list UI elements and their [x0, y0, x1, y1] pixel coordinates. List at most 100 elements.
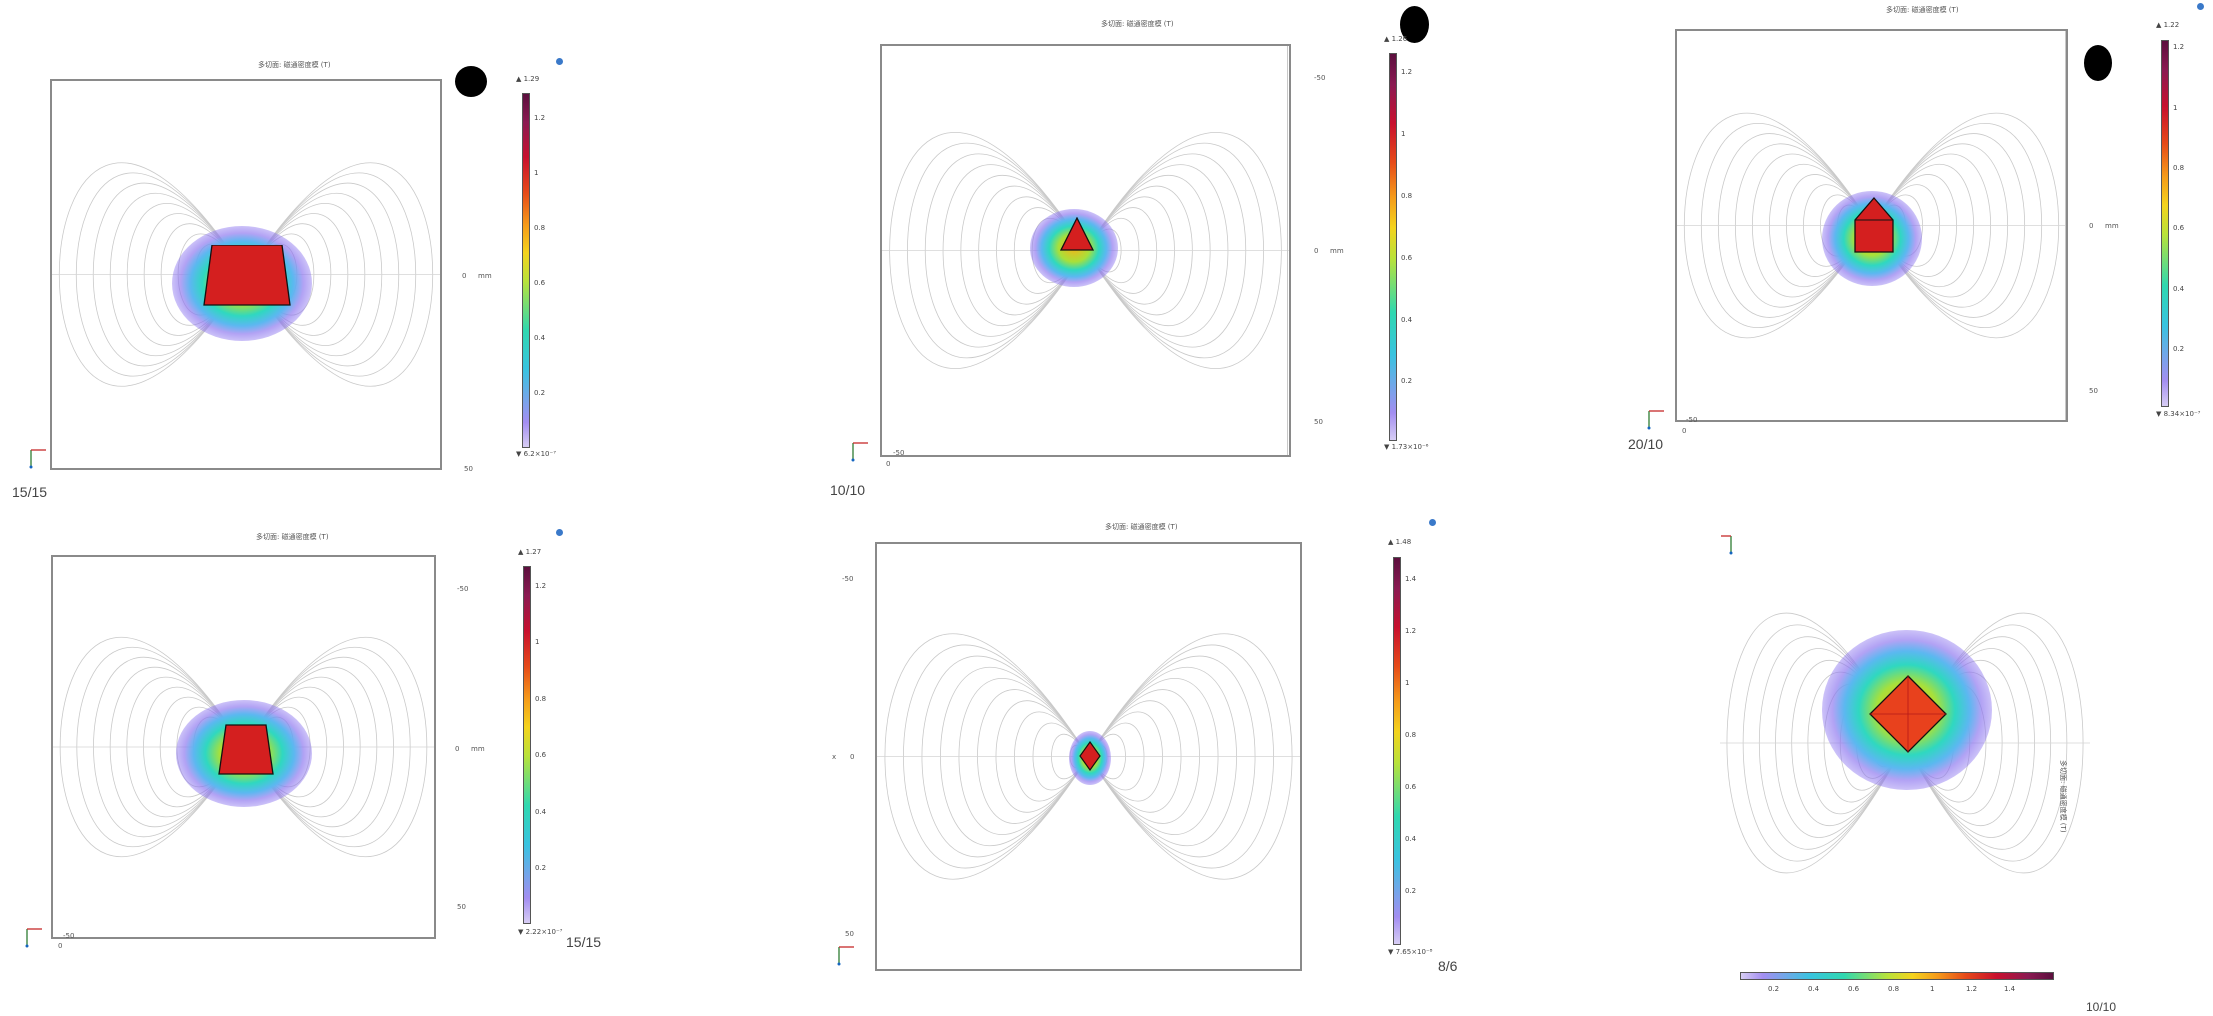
panel-caption: 10/10 — [830, 482, 866, 498]
colorbar-tick: 0.4 — [2173, 285, 2185, 293]
colorbar-max: ▲ 1.22 — [2156, 21, 2180, 29]
magnet-core — [1854, 197, 1894, 253]
plot-title: 多切面: 磁通密度模 (T) — [1101, 20, 1174, 28]
axis-triad-icon — [24, 926, 46, 950]
panel-caption: 20/10 — [1628, 436, 1664, 452]
colorbar-tick: 0.6 — [1848, 985, 1860, 993]
colorbar-tick: 0.4 — [1401, 316, 1413, 324]
settings-icon[interactable] — [1429, 519, 1436, 526]
redaction-blob — [455, 66, 487, 97]
colorbar-tick: 0.8 — [1888, 985, 1900, 993]
colorbar-min: ▼ 8.34×10⁻⁷ — [2156, 410, 2201, 418]
axis-line — [2065, 31, 2066, 420]
axis-unit: mm — [478, 272, 492, 280]
axis-tick: 0 — [455, 745, 460, 753]
colorbar-min: ▼ 1.73×10⁻⁶ — [1384, 443, 1429, 451]
plot-frame — [880, 44, 1291, 457]
colorbar — [2161, 40, 2169, 407]
colorbar-tick: 0.8 — [1405, 731, 1417, 739]
axis-tick-50: 50 — [464, 465, 473, 473]
settings-icon[interactable] — [2197, 3, 2204, 10]
colorbar-tick: 0.6 — [534, 279, 546, 287]
colorbar — [1389, 53, 1397, 441]
colorbar-tick: 0.4 — [534, 334, 546, 342]
colorbar-tick: 1.2 — [1966, 985, 1978, 993]
magnet-core — [203, 245, 291, 306]
panel-caption: 10/10 — [2086, 1000, 2117, 1014]
colorbar-tick: 1 — [2173, 104, 2178, 112]
colorbar-tick: 1 — [1405, 679, 1410, 687]
plot-title: 多切面: 磁通密度模 (T) — [1886, 6, 1959, 14]
axis-triad-icon — [1719, 533, 1741, 557]
magnet-core — [1079, 741, 1101, 771]
plot-panel-5: 多切面: 磁通密度模 (T) -50 0 50 x ▲ 1.48 1.4 1.2… — [832, 519, 1457, 974]
axis-tick: -50 — [63, 932, 75, 940]
axis-unit: mm — [2105, 222, 2119, 230]
colorbar-max: ▲ 1.26 — [1384, 35, 1408, 43]
colorbar-tick: 0.2 — [534, 389, 546, 397]
field-lines — [1720, 612, 2090, 874]
settings-icon[interactable] — [556, 529, 563, 536]
colorbar-tick: 1.2 — [1401, 68, 1413, 76]
magnet-core — [1869, 675, 1947, 753]
colorbar-tick: 0.4 — [535, 808, 547, 816]
axis-tick: -50 — [893, 449, 905, 457]
colorbar-tick: 0.6 — [1405, 783, 1417, 791]
axis-triad-icon — [1646, 408, 1668, 432]
colorbar-max: ▲ 1.29 — [516, 75, 540, 83]
rotated-title: 多切面: 磁通密度模 (T) — [2059, 760, 2067, 833]
colorbar-tick: 0.6 — [2173, 224, 2185, 232]
axis-triad-icon — [850, 440, 872, 464]
colorbar-tick: 1.4 — [1405, 575, 1417, 583]
colorbar-tick: 1 — [1930, 985, 1935, 993]
plot-panel-4: 多切面: 磁通密度模 (T) -50 0 mm 50 -50 0 ▲ 1.27 … — [0, 0, 620, 960]
plot-frame — [51, 555, 436, 939]
axis-tick: -50 — [842, 575, 854, 583]
colorbar-tick: 1.2 — [535, 582, 547, 590]
colorbar-tick: 0.4 — [1808, 985, 1820, 993]
plot-title: 多切面: 磁通密度模 (T) — [1105, 523, 1178, 531]
magnet-core — [218, 724, 274, 775]
axis-tick: 50 — [457, 903, 466, 911]
axis-tick-0: 0 — [462, 272, 467, 280]
axis-tick: -50 — [1686, 416, 1698, 424]
colorbar — [1393, 557, 1401, 945]
axis-tick: 0 — [1682, 427, 1687, 435]
colorbar — [523, 566, 531, 924]
plot-frame — [1718, 516, 2092, 970]
panel-caption: 15/15 — [12, 484, 48, 500]
axis-tick: 0 — [886, 460, 891, 468]
colorbar-tick: 1.4 — [2004, 985, 2016, 993]
colorbar-tick: 0.4 — [1405, 835, 1417, 843]
plot-frame — [1675, 29, 2068, 422]
colorbar-tick: 1.2 — [1405, 627, 1417, 635]
plot-title: 多切面: 磁通密度模 (T) — [258, 61, 331, 69]
colorbar-tick: 0.6 — [535, 751, 547, 759]
colorbar-tick: 0.8 — [534, 224, 546, 232]
redaction-blob — [1400, 6, 1429, 43]
colorbar-tick: 0.8 — [2173, 164, 2185, 172]
settings-icon[interactable] — [556, 58, 563, 65]
colorbar-tick: 0.2 — [535, 864, 547, 872]
colorbar-tick: 1 — [535, 638, 540, 646]
colorbar-tick: 1.2 — [2173, 43, 2185, 51]
axis-tick: 50 — [2089, 387, 2098, 395]
axis-tick: 0 — [2089, 222, 2094, 230]
axis-tick: -50 — [1314, 74, 1326, 82]
colorbar-tick: 1 — [534, 169, 539, 177]
colorbar-tick: 0.6 — [1401, 254, 1413, 262]
plot-panel-3: 多切面: 磁通密度模 (T) 0 mm 50 -50 0 ▲ 1.22 1.2 … — [0, 0, 2213, 480]
axis-tick: 0 — [850, 753, 855, 761]
colorbar-max: ▲ 1.48 — [1388, 538, 1412, 546]
axis-tick: 0 — [1314, 247, 1319, 255]
field-lines — [882, 132, 1289, 369]
field-lines — [53, 637, 434, 857]
axis-triad-icon — [836, 944, 858, 968]
colorbar-tick: 1.2 — [534, 114, 546, 122]
colorbar-min: ▼ 6.2×10⁻⁷ — [516, 450, 557, 458]
magnet-core — [1060, 217, 1094, 251]
axis-tick: -50 — [457, 585, 469, 593]
colorbar-tick: 0.2 — [2173, 345, 2185, 353]
plot-panel-2: 多切面: 磁通密度模 (T) -50 0 mm 50 -50 0 ▲ 1.26 … — [0, 0, 1450, 500]
